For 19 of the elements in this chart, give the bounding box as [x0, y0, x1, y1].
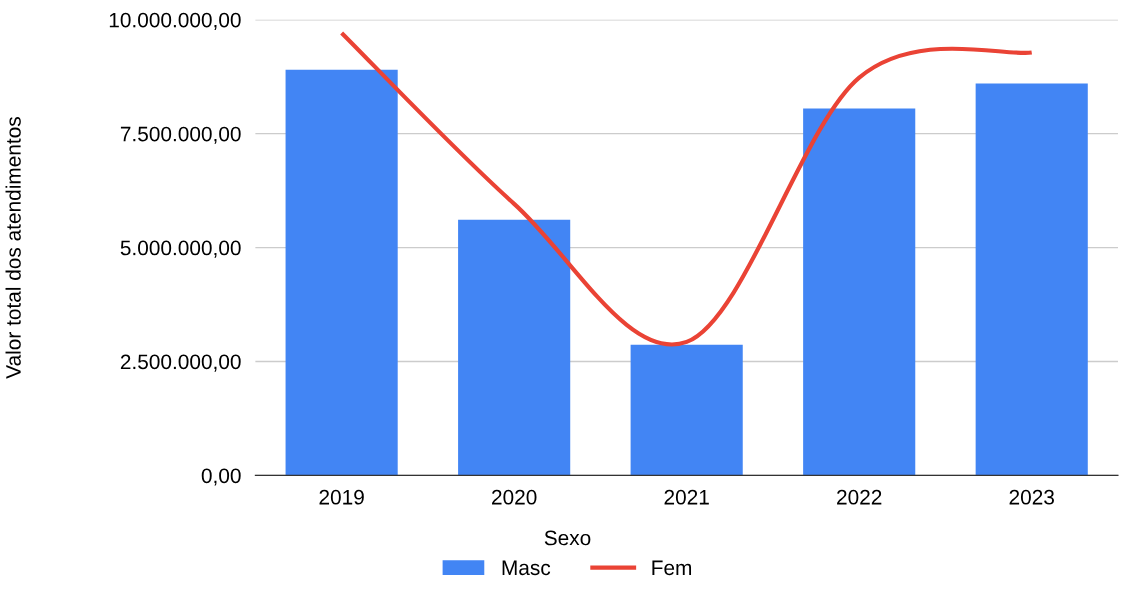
- x-tick-label: 2021: [664, 489, 709, 505]
- x-tick-label: 2022: [837, 489, 882, 505]
- bar: [803, 108, 916, 476]
- y-tick-label: 2.500.000,00: [120, 354, 241, 372]
- x-tick-label: 2023: [1009, 489, 1054, 505]
- x-tick-label: 2020: [492, 489, 537, 505]
- legend-title: Sexo: [544, 530, 591, 546]
- y-tick-label: 7.500.000,00: [120, 126, 241, 144]
- y-axis-title: Valor total dos atendimentos: [5, 117, 21, 379]
- y-tick-label: 5.000.000,00: [120, 240, 241, 258]
- bar: [975, 83, 1088, 476]
- bar: [630, 344, 743, 476]
- y-tick-label: 0,00: [201, 468, 241, 486]
- legend-label: Masc: [502, 560, 551, 576]
- x-tick-label: 2019: [319, 489, 364, 505]
- bar: [458, 219, 571, 476]
- bar: [285, 69, 398, 476]
- y-tick-label: 10.000.000,00: [109, 12, 241, 30]
- legend-label: Fem: [652, 560, 692, 576]
